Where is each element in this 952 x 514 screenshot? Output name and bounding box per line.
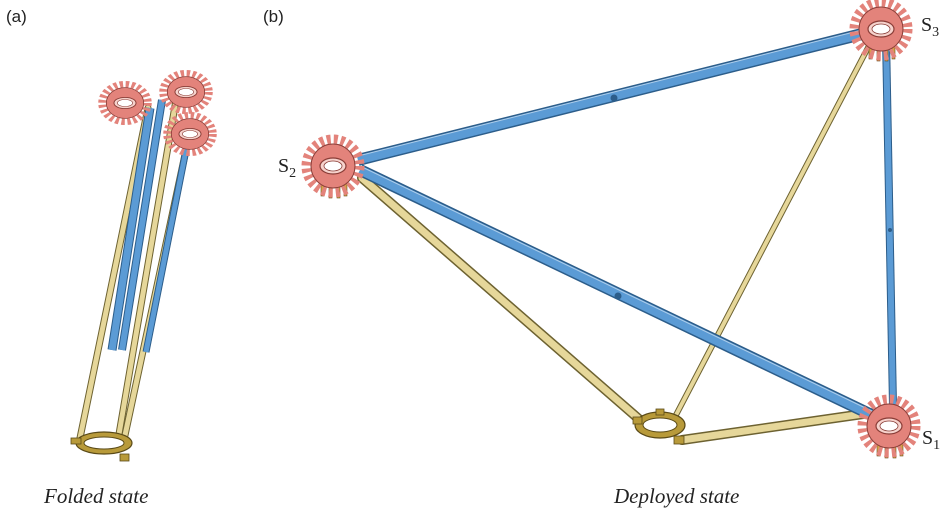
deployed-clamp — [632, 408, 686, 445]
node-label-s1: S1 — [922, 427, 940, 453]
deployed-yellow-struts — [357, 37, 875, 445]
folded-hub — [163, 73, 209, 111]
folded-blue-struts — [107, 99, 192, 353]
hub-s3 — [854, 2, 908, 62]
panel-b-label: (b) — [263, 7, 284, 26]
node-label-s2: S2 — [278, 155, 296, 181]
folded-clamp — [70, 431, 133, 462]
panel-a-label: (a) — [6, 7, 27, 26]
folded-hub — [102, 84, 148, 122]
deployed-blue-struts — [356, 24, 897, 424]
blue-strut-joint — [888, 228, 892, 232]
panel-a: (a) — [6, 7, 213, 508]
node-label-s3: S3 — [921, 14, 939, 40]
hub-s2 — [306, 139, 360, 199]
panel-b-caption: Deployed state — [613, 484, 739, 508]
panel-a-caption: Folded state — [43, 484, 148, 508]
panel-b: (b) — [263, 2, 940, 508]
blue-strut-joint — [610, 94, 618, 102]
blue-strut-joint — [614, 292, 622, 300]
